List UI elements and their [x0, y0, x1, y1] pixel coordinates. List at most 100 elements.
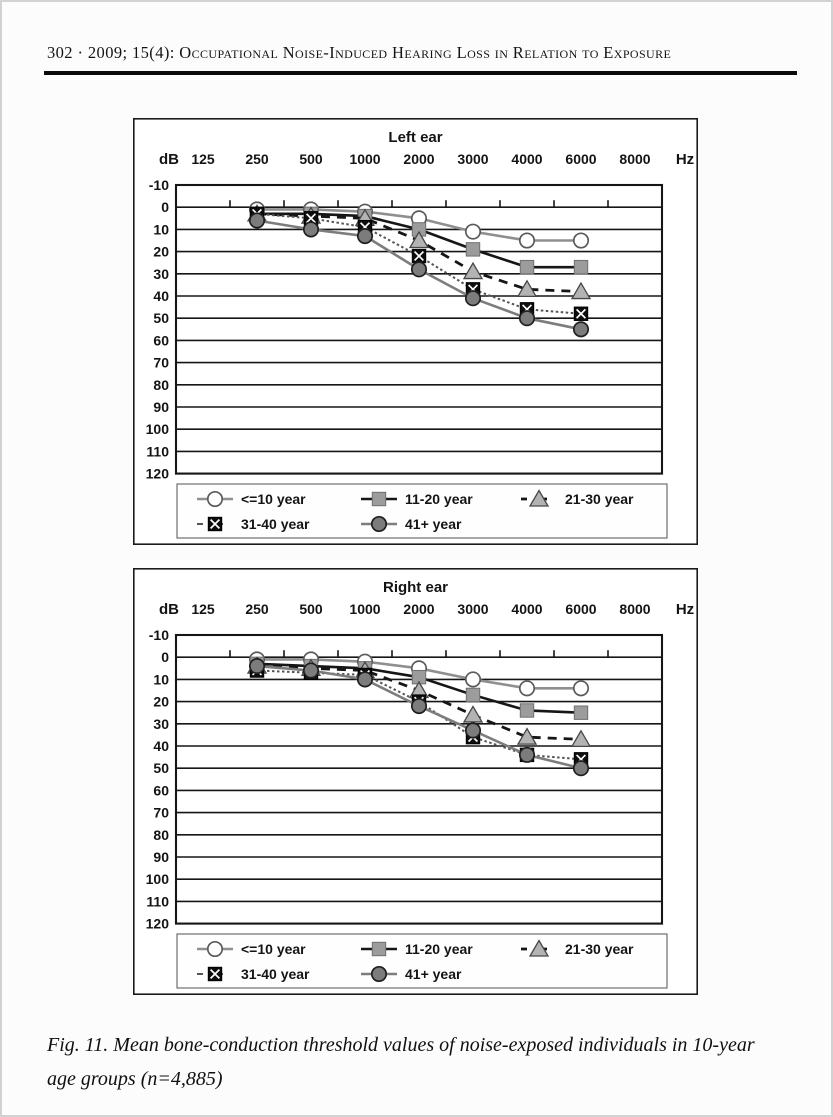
open-circle-marker	[464, 671, 482, 688]
gray-triangle-marker	[462, 705, 484, 723]
filled-circle-marker	[302, 662, 320, 679]
filled-circle-marker	[518, 746, 536, 763]
legend-item: 41+ year	[361, 515, 462, 533]
legend-item: 31-40 year	[197, 966, 310, 982]
gray-square-marker	[519, 259, 535, 275]
legend-item: 11-20 year	[361, 941, 473, 957]
x-tick-label: 6000	[565, 601, 596, 617]
filled-circle-marker	[464, 722, 482, 739]
y-tick-label: 10	[153, 221, 169, 237]
y-axis-unit-label: dB	[159, 601, 179, 618]
legend-label: <=10 year	[241, 491, 306, 507]
legend-label: 11-20 year	[405, 941, 473, 957]
plot-border	[174, 633, 664, 925]
gray-triangle-marker	[528, 939, 550, 957]
open-circle-marker	[206, 490, 224, 508]
legend-label: 21-30 year	[565, 491, 634, 507]
gray-square-marker	[465, 687, 481, 703]
legend-item: 31-40 year	[197, 516, 310, 532]
y-tick-label: 50	[153, 760, 169, 776]
filled-circle-marker	[518, 310, 536, 327]
y-tick-label: 20	[153, 244, 169, 260]
open-circle-marker	[572, 232, 590, 249]
filled-circle-marker	[356, 228, 374, 245]
y-tick-label: 0	[161, 649, 169, 665]
x-axis-unit-label: Hz	[676, 151, 694, 168]
gray-triangle-marker	[528, 489, 550, 507]
gray-triangle-marker	[516, 727, 538, 745]
black-x-square-marker	[207, 516, 223, 532]
gray-triangle-marker	[408, 230, 430, 249]
legend-label: 41+ year	[405, 516, 462, 532]
y-tick-label: -10	[149, 177, 169, 193]
y-tick-label: 100	[146, 421, 170, 437]
y-tick-label: 100	[146, 871, 170, 887]
chart-box-border	[133, 118, 699, 545]
legend-item: 11-20 year	[361, 491, 473, 507]
filled-circle-marker	[572, 321, 590, 338]
legend-label: 11-20 year	[405, 491, 473, 507]
x-tick-label: 250	[245, 601, 269, 617]
y-tick-label: 120	[146, 916, 170, 932]
x-tick-label: 1000	[349, 601, 380, 617]
filled-circle-marker	[410, 697, 428, 715]
gray-square-marker	[465, 242, 481, 257]
legend-item: 41+ year	[361, 965, 462, 983]
figure-caption-line1: Fig. 11. Mean bone-conduction threshold …	[47, 1034, 755, 1056]
figure-caption: Fig. 11. Mean bone-conduction threshold …	[47, 1028, 815, 1096]
filled-circle-marker	[248, 658, 266, 675]
legend-item: <=10 year	[197, 940, 306, 958]
y-axis-unit-label: dB	[159, 151, 179, 168]
y-tick-label: 40	[153, 288, 169, 304]
chart-legend: <=10 year 11-20 year 21-30 year 31-40 year 4…	[176, 483, 668, 539]
y-tick-label: 90	[153, 399, 169, 415]
legend-item: 21-30 year	[521, 489, 634, 507]
legend-item: 21-30 year	[521, 939, 634, 957]
x-tick-label: 4000	[511, 601, 542, 617]
x-tick-label: 500	[299, 601, 323, 617]
chart-title: Left ear	[388, 129, 442, 146]
figure-caption-line2: age groups (n=4,885)	[47, 1068, 223, 1090]
chart-legend: <=10 year 11-20 year 21-30 year 31-40 year 4…	[176, 933, 668, 989]
black-x-square-marker	[573, 306, 589, 321]
x-tick-label: 2000	[403, 151, 434, 167]
legend-item: <=10 year	[197, 490, 306, 508]
x-tick-label: 125	[191, 601, 215, 617]
x-tick-label: 4000	[511, 151, 542, 167]
chart-box-border	[133, 568, 699, 995]
x-tick-label: 1000	[349, 151, 380, 167]
gray-square-marker	[519, 703, 535, 718]
header-rule	[44, 71, 797, 75]
x-axis-unit-label: Hz	[676, 601, 694, 618]
y-tick-label: 80	[153, 377, 169, 393]
x-tick-label: 3000	[457, 601, 488, 617]
gray-square-marker	[371, 491, 387, 507]
x-tick-label: 8000	[619, 151, 650, 167]
y-tick-label: 70	[153, 355, 169, 371]
gray-square-marker	[371, 941, 387, 957]
y-tick-label: 50	[153, 310, 169, 326]
y-tick-label: 10	[153, 671, 169, 687]
x-tick-label: 125	[191, 151, 215, 167]
open-circle-marker	[464, 223, 482, 240]
filled-circle-marker	[572, 760, 590, 777]
open-circle-marker	[518, 232, 536, 249]
filled-circle-marker	[370, 965, 388, 983]
gray-triangle-marker	[516, 279, 538, 297]
x-tick-label: 250	[245, 151, 269, 167]
legend-label: <=10 year	[241, 941, 306, 957]
right-ear-chart: Right ear dB Hz 125 250 500 1000 2000 3000 4000 60…	[133, 568, 699, 995]
black-x-square-marker	[411, 248, 427, 264]
y-tick-label: -10	[149, 627, 169, 643]
axis-ticks	[229, 650, 609, 658]
open-circle-marker	[518, 680, 536, 697]
filled-circle-marker	[302, 221, 320, 238]
x-tick-label: 8000	[619, 601, 650, 617]
x-tick-label: 3000	[457, 151, 488, 167]
left-ear-chart: Left ear dB Hz 125 250 500 1000 2000 3000 4000 600…	[133, 118, 699, 545]
y-tick-label: 110	[146, 443, 169, 459]
y-tick-label: 0	[161, 199, 169, 215]
